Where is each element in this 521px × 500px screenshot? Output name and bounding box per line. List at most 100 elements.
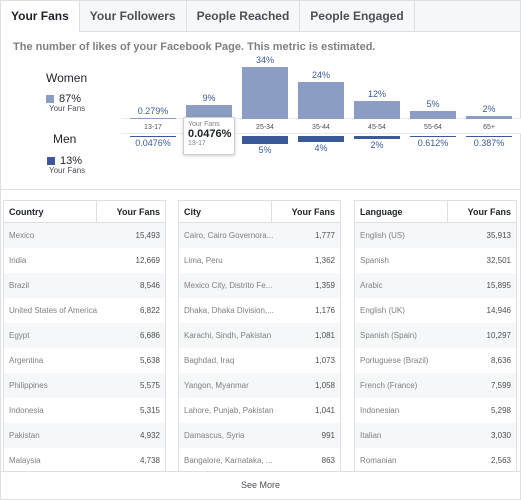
women-swatch [46, 95, 54, 103]
age-tick-label: 35-44 [312, 124, 330, 131]
row-value: 14,946 [486, 306, 511, 315]
age-gender-chart: 0.279%13-170.0476%9%18-2434%25-345%24%35… [121, 53, 521, 163]
tab-people-reached[interactable]: People Reached [186, 1, 301, 31]
col-language[interactable]: Language [355, 201, 448, 222]
col-country[interactable]: Country [4, 201, 97, 222]
row-value: 5,298 [490, 406, 511, 415]
row-label: Philippines [9, 381, 48, 390]
table-row: Cairo, Cairo Governora... 1,777 [179, 223, 340, 248]
women-bar[interactable] [242, 67, 288, 119]
women-bar[interactable] [186, 105, 232, 119]
tooltip-value: 0.0476% [188, 128, 232, 140]
table-header: Language Your Fans [355, 201, 516, 223]
see-more-button[interactable]: See More [1, 471, 520, 499]
country-table: Country Your Fans Mexico 15,493 India 12,66… [3, 200, 166, 474]
table-row: Arabic 15,895 [355, 273, 516, 298]
language-table: Language Your Fans English (US) 35,913 Spa… [354, 200, 517, 474]
tooltip-title: Your Fans [188, 121, 220, 128]
table-row: Mexico City, Distrito Fe... 1,359 [179, 273, 340, 298]
row-label: Italian [360, 431, 382, 440]
table-row: Yangon, Myanmar 1,058 [179, 373, 340, 398]
row-label: Yangon, Myanmar [184, 381, 249, 390]
row-value: 12,669 [135, 256, 160, 265]
row-label: United States of America [9, 306, 98, 315]
age-tick-label: 25-34 [256, 124, 274, 131]
tab-people-engaged[interactable]: People Engaged [300, 1, 415, 31]
table-row: Mexico 15,493 [4, 223, 165, 248]
table-header: Country Your Fans [4, 201, 165, 223]
col-your-fans[interactable]: Your Fans [116, 207, 160, 217]
women-value-label: 0.279% [137, 106, 169, 116]
row-label: Indonesia [9, 406, 44, 415]
row-value: 3,030 [490, 431, 511, 440]
row-value: 2,563 [490, 456, 511, 465]
row-label: Argentina [9, 356, 44, 365]
row-label: Lahore, Punjab, Pakistan [184, 406, 274, 415]
women-bar[interactable] [130, 118, 176, 119]
row-label: Spanish [360, 256, 389, 265]
men-percent-value: 13% [60, 155, 83, 167]
row-value: 10,297 [486, 331, 511, 340]
row-label: Damascus, Syria [184, 431, 245, 440]
men-bar[interactable] [242, 136, 288, 144]
tab-bar: Your Fans Your Followers People Reached … [1, 1, 520, 32]
row-value: 8,636 [490, 356, 511, 365]
row-label: Bangalore, Karnataka, ... [184, 456, 273, 465]
men-bar[interactable] [354, 136, 400, 140]
col-your-fans[interactable]: Your Fans [291, 207, 335, 217]
row-value: 32,501 [486, 256, 511, 265]
women-value-label: 12% [367, 88, 386, 99]
row-value: 1,176 [314, 306, 335, 315]
city-table: City Your Fans Cairo, Cairo Governora...… [178, 200, 341, 474]
col-city[interactable]: City [179, 201, 272, 222]
women-bar[interactable] [298, 82, 344, 119]
row-label: Mexico City, Distrito Fe... [184, 281, 273, 290]
row-label: Malaysia [9, 456, 41, 465]
table-header: City Your Fans [179, 201, 340, 223]
table-row: Baghdad, Iraq 1,073 [179, 348, 340, 373]
row-label: Cairo, Cairo Governora... [184, 231, 274, 240]
table-row: Italian 3,030 [355, 423, 516, 448]
women-bar[interactable] [354, 100, 400, 119]
women-bar[interactable] [410, 111, 456, 119]
table-row: Malaysia 4,738 [4, 448, 165, 473]
table-row: Romanian 2,563 [355, 448, 516, 473]
row-label: Dhaka, Dhaka Division,... [184, 306, 274, 315]
table-row: Lima, Peru 1,362 [179, 248, 340, 273]
table-row: French (France) 7,599 [355, 373, 516, 398]
row-label: Karachi, Sindh, Pakistan [184, 331, 272, 340]
table-row: United States of America 6,822 [4, 298, 165, 323]
men-swatch [47, 157, 55, 165]
women-bar[interactable] [466, 115, 512, 119]
men-value-label: 5% [258, 144, 272, 155]
men-bar[interactable] [410, 136, 456, 137]
men-bar[interactable] [298, 136, 344, 143]
row-value: 863 [321, 456, 335, 465]
age-tick-label: 55-64 [424, 124, 442, 131]
men-bar[interactable] [130, 136, 176, 137]
table-row: English (US) 35,913 [355, 223, 516, 248]
table-row: Karachi, Sindh, Pakistan 1,081 [179, 323, 340, 348]
row-value: 15,895 [486, 281, 511, 290]
table-row: Damascus, Syria 991 [179, 423, 340, 448]
tab-your-followers[interactable]: Your Followers [79, 1, 187, 31]
men-value-label: 2% [370, 140, 384, 151]
row-value: 991 [321, 431, 335, 440]
men-value-label: 0.387% [473, 138, 505, 148]
row-label: Baghdad, Iraq [184, 356, 235, 365]
row-label: Mexico [9, 231, 35, 240]
table-row: Pakistan 4,932 [4, 423, 165, 448]
tab-your-fans[interactable]: Your Fans [1, 1, 80, 32]
age-tick-label: 13-17 [144, 124, 162, 131]
table-row: Portuguese (Brazil) 8,636 [355, 348, 516, 373]
col-your-fans[interactable]: Your Fans [467, 207, 511, 217]
men-percent: 13% [47, 155, 82, 167]
row-value: 6,686 [139, 331, 160, 340]
row-value: 1,073 [314, 356, 335, 365]
row-label: Indonesian [360, 406, 400, 415]
row-value: 1,777 [314, 231, 335, 240]
women-percent-value: 87% [59, 93, 82, 105]
table-row: Philippines 5,575 [4, 373, 165, 398]
men-bar[interactable] [466, 136, 512, 137]
tab-bar-filler [414, 1, 520, 31]
